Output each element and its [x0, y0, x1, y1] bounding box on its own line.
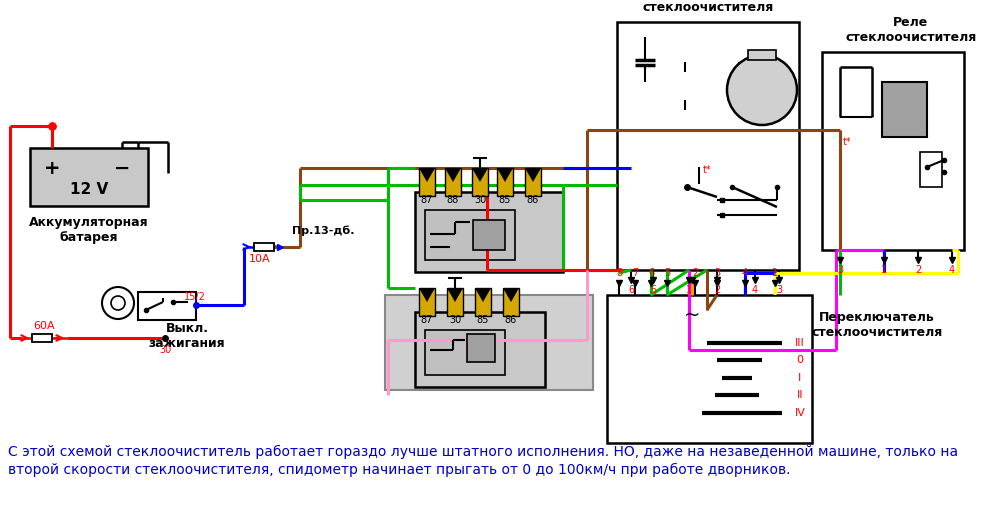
Text: 5: 5	[650, 285, 656, 295]
Text: 7: 7	[632, 268, 638, 278]
Bar	[472, 168, 488, 196]
Text: Переключатель
стеклоочистителя: Переключатель стеклоочистителя	[811, 311, 943, 339]
Bar	[475, 288, 491, 316]
Polygon shape	[503, 288, 519, 302]
Text: 5: 5	[664, 268, 670, 278]
Text: Аккумуляторная
батарея: Аккумуляторная батарея	[29, 216, 149, 244]
Text: −: −	[114, 158, 130, 177]
Text: 2: 2	[714, 285, 721, 295]
Text: 3: 3	[837, 265, 843, 275]
Text: 15/2: 15/2	[184, 292, 206, 302]
Bar	[617, 22, 799, 270]
Circle shape	[102, 287, 134, 319]
Bar	[920, 152, 942, 187]
Text: 4: 4	[949, 265, 955, 275]
Text: 4: 4	[742, 268, 748, 278]
Text: 1: 1	[881, 265, 887, 275]
Bar	[415, 312, 545, 387]
Text: ~: ~	[684, 306, 701, 324]
Text: Реле
стеклоочистителя: Реле стеклоочистителя	[845, 16, 977, 44]
Text: 87: 87	[421, 195, 433, 205]
Bar	[425, 330, 505, 375]
Text: 0: 0	[796, 355, 803, 365]
Text: Выкл.
зажигания: Выкл. зажигания	[149, 322, 226, 350]
Text: II: II	[796, 390, 803, 400]
Text: 2: 2	[692, 268, 699, 278]
Bar	[445, 168, 461, 196]
Bar	[254, 243, 274, 251]
Bar	[138, 292, 196, 320]
Circle shape	[727, 55, 797, 125]
Bar	[419, 288, 435, 316]
Bar	[385, 295, 593, 390]
Polygon shape	[445, 168, 461, 182]
Text: 86: 86	[527, 195, 539, 205]
Polygon shape	[525, 168, 541, 182]
Bar	[447, 288, 463, 316]
Bar	[822, 52, 964, 250]
Text: 3: 3	[775, 285, 782, 295]
Text: 10А: 10А	[250, 254, 270, 264]
Text: I: I	[798, 373, 801, 383]
Text: 1: 1	[771, 268, 778, 278]
Bar	[525, 168, 541, 196]
Bar	[419, 168, 435, 196]
Bar	[497, 168, 513, 196]
Text: 6: 6	[628, 285, 634, 295]
Text: 30: 30	[474, 195, 486, 205]
Text: 85: 85	[477, 315, 489, 325]
Bar	[503, 288, 519, 316]
Text: 2: 2	[915, 265, 921, 275]
Polygon shape	[472, 168, 488, 182]
Text: 12 V: 12 V	[70, 182, 108, 197]
Bar	[473, 220, 505, 250]
Text: 30: 30	[449, 315, 461, 325]
Text: С этой схемой стеклоочиститель работает гораздо лучше штатного исполнения. НО, д: С этой схемой стеклоочиститель работает …	[8, 445, 958, 459]
Text: 87: 87	[421, 315, 433, 325]
Polygon shape	[475, 288, 491, 302]
Text: t*: t*	[842, 137, 851, 147]
Polygon shape	[419, 288, 435, 302]
Bar	[882, 82, 927, 137]
Text: IV: IV	[794, 408, 805, 418]
Text: 85: 85	[499, 195, 511, 205]
Text: +: +	[44, 158, 60, 177]
Bar	[467, 334, 495, 362]
Text: t*: t*	[703, 165, 712, 175]
Bar	[30, 148, 148, 206]
Text: 8: 8	[616, 268, 622, 278]
Text: 60А: 60А	[33, 321, 55, 331]
Text: 6: 6	[648, 268, 654, 278]
Text: 88: 88	[447, 195, 459, 205]
Bar	[415, 192, 563, 272]
Bar	[607, 295, 812, 443]
Polygon shape	[447, 288, 463, 302]
Text: 1: 1	[686, 285, 692, 295]
Text: 30: 30	[159, 345, 171, 355]
Text: III: III	[795, 338, 804, 348]
Text: 4: 4	[751, 285, 758, 295]
Text: 86: 86	[505, 315, 517, 325]
Polygon shape	[419, 168, 435, 182]
Circle shape	[111, 296, 125, 310]
Text: Пр.13-дб.: Пр.13-дб.	[292, 226, 354, 236]
Bar	[425, 210, 515, 260]
Bar	[32, 334, 52, 342]
Polygon shape	[497, 168, 513, 182]
Text: 3: 3	[714, 268, 721, 278]
Text: второй скорости стеклоочистителя, спидометр начинает прыгать от 0 до 100км/ч при: второй скорости стеклоочистителя, спидом…	[8, 463, 790, 477]
Bar	[748, 50, 776, 60]
Text: Электродвигатель
стеклоочистителя: Электродвигатель стеклоочистителя	[641, 0, 775, 14]
